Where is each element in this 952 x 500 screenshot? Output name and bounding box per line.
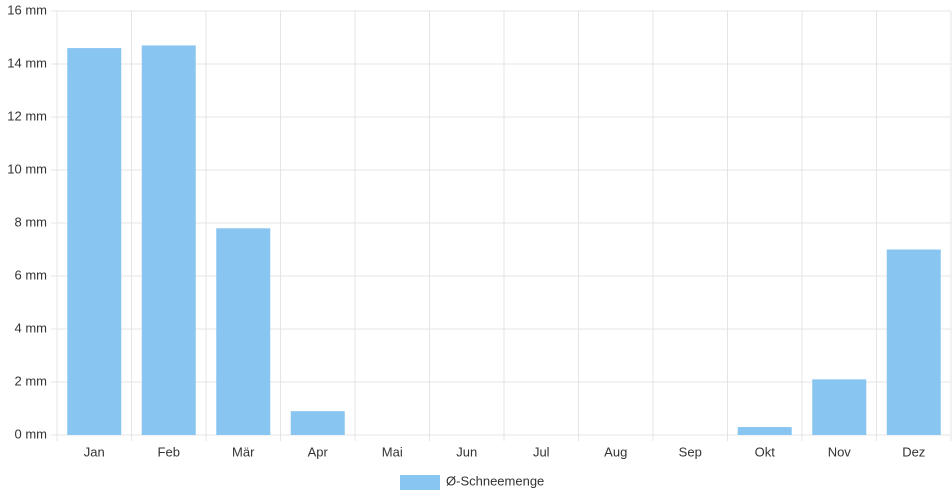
- bar: [886, 249, 941, 435]
- x-tick-label: Aug: [604, 444, 627, 459]
- y-tick-label: 4 mm: [15, 320, 48, 335]
- y-tick-label: 14 mm: [7, 55, 47, 70]
- y-tick-label: 12 mm: [7, 108, 47, 123]
- bar: [737, 427, 792, 435]
- legend-swatch: [400, 475, 440, 490]
- x-tick-label: Jun: [456, 444, 477, 459]
- bar: [812, 379, 867, 435]
- bar: [290, 411, 345, 435]
- x-tick-label: Sep: [679, 444, 702, 459]
- x-tick-label: Apr: [308, 444, 329, 459]
- y-tick-label: 8 mm: [15, 214, 48, 229]
- bar: [67, 48, 122, 435]
- y-tick-label: 16 mm: [7, 2, 47, 17]
- y-tick-label: 0 mm: [15, 426, 48, 441]
- x-tick-label: Jul: [533, 444, 550, 459]
- x-tick-label: Feb: [158, 444, 180, 459]
- y-tick-label: 10 mm: [7, 161, 47, 176]
- bar: [141, 45, 196, 435]
- y-tick-label: 2 mm: [15, 373, 48, 388]
- bar: [216, 228, 271, 435]
- x-tick-label: Dez: [902, 444, 925, 459]
- legend-label: Ø-Schneemenge: [446, 473, 544, 488]
- x-tick-label: Nov: [828, 444, 852, 459]
- y-tick-label: 6 mm: [15, 267, 48, 282]
- x-tick-label: Mai: [382, 444, 403, 459]
- x-tick-label: Jan: [84, 444, 105, 459]
- x-tick-label: Mär: [232, 444, 255, 459]
- x-tick-label: Okt: [755, 444, 776, 459]
